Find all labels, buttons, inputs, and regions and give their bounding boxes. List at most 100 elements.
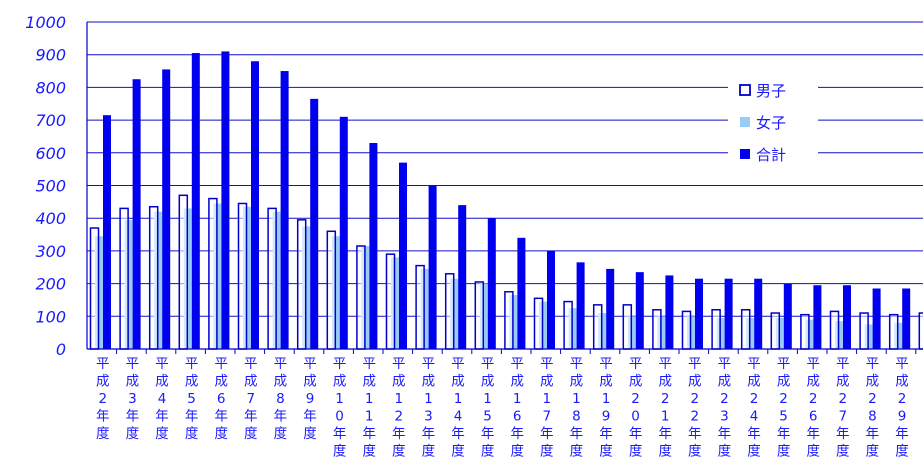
bar-total — [813, 285, 822, 349]
bar-male — [119, 207, 129, 350]
x-tick-label: 平成 2 8 年度 — [866, 356, 880, 460]
bar-male — [267, 207, 277, 350]
x-tick-label: 平成 1 2 年度 — [392, 356, 406, 460]
bar-total — [310, 98, 319, 349]
bars — [89, 51, 923, 350]
bar-male — [918, 312, 923, 350]
y-tick-label: 300 — [35, 242, 66, 261]
bar-male — [770, 312, 781, 350]
legend-swatch-male — [739, 84, 751, 96]
bar-total — [902, 288, 911, 349]
bar-male — [681, 310, 692, 350]
bar-male — [326, 230, 337, 350]
bar-total — [695, 278, 703, 349]
x-tick-label: 平成 1 5 年度 — [481, 356, 495, 460]
bar-male — [592, 304, 603, 350]
y-tick-label: 400 — [35, 209, 66, 228]
bar-total — [754, 278, 763, 349]
legend-label-female: 女子 — [756, 114, 786, 132]
bar-male — [563, 300, 573, 350]
legend-swatch-female — [740, 117, 750, 127]
x-tick-label: 平成 1 0 年度 — [333, 356, 347, 460]
y-tick-label: 900 — [35, 46, 66, 65]
y-tick-label: 200 — [35, 275, 66, 294]
bar-male — [356, 245, 366, 350]
x-tick-label: 平成 2 年度 — [96, 356, 110, 442]
bar-total — [339, 116, 348, 349]
bar-total — [399, 162, 407, 349]
x-tick-label: 平成 2 7 年度 — [836, 356, 850, 460]
bar-total — [191, 53, 200, 349]
bar-total — [517, 237, 526, 349]
bar-total — [635, 272, 644, 349]
bar-total — [458, 205, 467, 349]
bar-total — [251, 61, 259, 350]
bar-male — [296, 219, 307, 350]
bar-male — [888, 313, 899, 350]
bar-male — [178, 194, 189, 350]
x-tick-label: 平成 8 年度 — [274, 356, 288, 442]
bar-total — [369, 142, 378, 349]
bar-male — [504, 291, 514, 350]
x-tick-label: 平成 1 8 年度 — [570, 356, 584, 460]
x-tick-label: 平成 7 年度 — [244, 356, 258, 442]
bar-male — [533, 297, 544, 350]
bar-total — [843, 285, 851, 349]
bar-total — [280, 71, 289, 350]
legend-label-total: 合計 — [756, 146, 786, 164]
bar-total — [576, 262, 585, 349]
y-tick-label: 800 — [35, 78, 66, 97]
bar-male — [385, 253, 396, 350]
bar-total — [606, 268, 615, 349]
bar-male — [89, 227, 100, 350]
x-tick-label: 平成 2 5 年度 — [777, 356, 791, 460]
bar-male — [711, 309, 721, 350]
bar-male — [859, 312, 869, 350]
bar-male — [800, 313, 810, 350]
x-tick-label: 平成 2 0 年度 — [629, 356, 643, 460]
bar-total — [162, 69, 171, 349]
y-tick-label: 1000 — [25, 13, 66, 32]
bar-total — [103, 115, 111, 349]
x-tick-label: 平成 5 年度 — [185, 356, 199, 442]
legend-label-male: 男子 — [756, 82, 786, 100]
y-tick-label: 0 — [56, 340, 66, 359]
bar-total — [783, 283, 792, 349]
y-tick-label: 500 — [35, 177, 66, 196]
x-tick-label: 平成 1 4 年度 — [451, 356, 465, 460]
y-tick-label: 100 — [35, 307, 66, 326]
bar-total — [872, 288, 881, 349]
bar-total — [221, 51, 230, 350]
bar-male — [444, 273, 455, 350]
x-tick-label: 平成 6 年度 — [214, 356, 228, 442]
bar-total — [724, 278, 733, 349]
y-tick-label: 700 — [35, 111, 66, 130]
bar-total — [487, 218, 496, 349]
bar-male — [740, 309, 751, 350]
x-tick-label: 平成 2 3 年度 — [718, 356, 732, 460]
x-tick-label: 平成 2 9 年度 — [895, 356, 909, 460]
x-tick-label: 平成 2 6 年度 — [806, 356, 820, 460]
bar-male — [474, 281, 485, 350]
bar-total — [665, 275, 674, 349]
bar-total — [547, 250, 555, 349]
bar-male — [148, 206, 159, 350]
y-tick-label: 600 — [35, 144, 66, 163]
x-tick-label: 平成 1 6 年度 — [510, 356, 524, 460]
bar-total — [428, 185, 437, 349]
x-tick-label: 平成 1 7 年度 — [540, 356, 554, 460]
bar-male — [829, 310, 840, 350]
bar-male — [622, 304, 633, 350]
x-tick-label: 平成 9 年度 — [303, 356, 317, 442]
bar-male — [415, 264, 425, 350]
x-tick-label: 平成 3 年度 — [126, 356, 140, 442]
bar-male — [237, 202, 248, 350]
x-tick-label: 平成 2 4 年度 — [747, 356, 761, 460]
bar-total — [132, 79, 141, 349]
x-tick-label: 平成 4 年度 — [155, 356, 169, 442]
y-axis: 0 100 200 300 400 500 600 700 800 900 1000 — [25, 13, 88, 359]
bar-male — [208, 197, 218, 350]
bar-male — [652, 309, 662, 350]
